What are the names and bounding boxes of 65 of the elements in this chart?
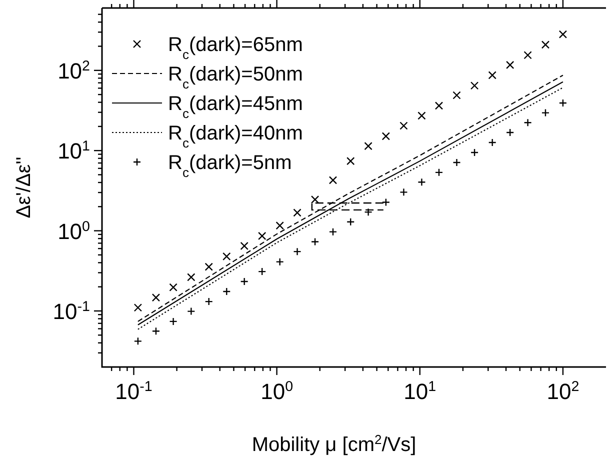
x-axis-title: Mobility μ [cm$^{2}$/Vs] [252,432,416,456]
point [258,232,266,240]
legend-label: R$_{c}$(dark)=65nm [168,34,303,62]
point [452,91,461,100]
point [558,30,568,38]
point [382,198,390,206]
point [488,138,496,147]
point [346,218,355,226]
y-tick-label: 10$^{-1}$ [52,298,90,324]
point [276,222,284,230]
x-tick-label: 10$^{2}$ [546,379,580,404]
point [240,242,248,250]
point [470,82,479,90]
point [400,122,408,130]
point [293,247,302,256]
point [310,238,320,246]
point [258,267,266,276]
x-tick-label: 10$^{1}$ [404,379,436,404]
point [328,228,338,236]
point [293,208,302,217]
point [169,283,178,292]
point [204,262,213,271]
legend-label: R$_{c}$(dark)=5nm [168,152,292,180]
point [488,71,496,80]
point [506,128,514,137]
point [222,252,231,260]
legend-label: R$_{c}$(dark)=50nm [168,64,303,91]
y-tick-label: 10$^{0}$ [58,218,90,244]
point [541,108,550,117]
point [400,188,408,196]
point [152,327,160,336]
point [541,40,550,49]
point [134,337,142,346]
point [418,178,426,186]
point [169,317,178,326]
y-axis-title: Δε'/Δε'' [13,156,35,218]
y-tick-label: 10$^{2}$ [58,58,90,84]
point [524,118,532,127]
point [470,148,479,157]
point [152,293,160,302]
legend-label: R$_{c}$(dark)=45nm [168,93,303,120]
point [418,112,426,120]
point [364,208,372,216]
point [240,277,248,286]
point [382,132,390,140]
point [328,176,338,184]
legend-label: R$_{c}$(dark)=40nm [168,122,303,150]
point [310,195,320,204]
point [506,60,514,70]
point [434,102,444,110]
point [204,297,213,306]
point [524,51,532,60]
point [558,98,568,108]
point [134,304,142,312]
x-tick-label: 10$^{-1}$ [115,379,152,404]
point [187,307,196,316]
point [346,156,355,166]
x-tick-label: 10$^{0}$ [260,379,294,404]
point [222,287,231,296]
point [187,273,196,282]
point [364,142,372,150]
y-tick-label: 10$^{1}$ [58,138,90,164]
point [434,168,444,177]
point [452,158,461,167]
point [276,258,284,266]
